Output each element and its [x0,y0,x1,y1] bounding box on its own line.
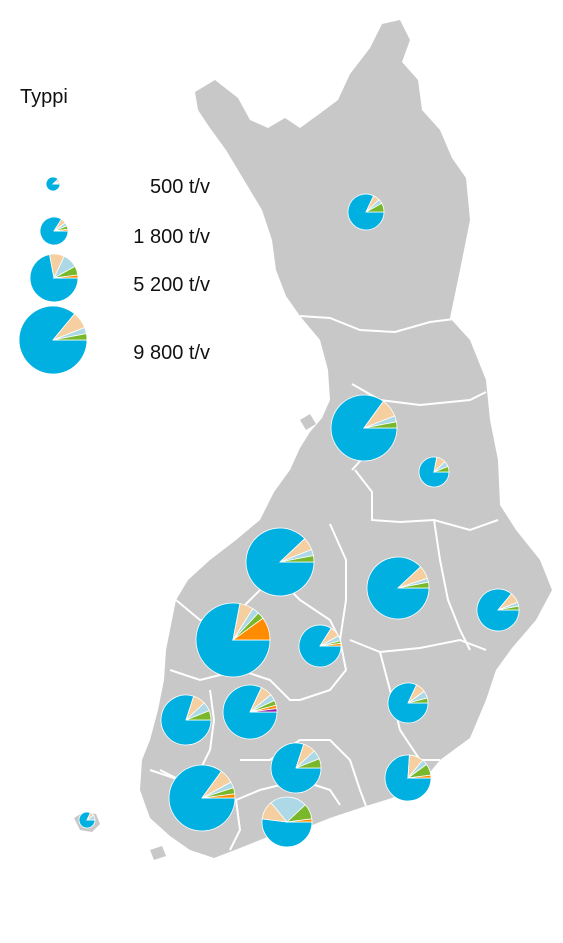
pie-slice-north-ostrobothnia-3 [363,421,398,429]
pie-slice-uusimaa-0 [261,818,313,848]
border-south-east [379,651,440,761]
region-pies [78,193,520,848]
pie-slice-south-ostrobothnia-4 [231,617,271,641]
legend-pie-0 [45,176,61,192]
pie-slice-legend-1-4 [53,228,69,232]
pie-north-ostrobothnia[interactable] [330,394,398,462]
pie-slice-kainuu-3 [433,465,450,473]
pie-kymenlaakso[interactable] [384,754,432,802]
pie-slice-lapland-3 [365,202,385,213]
legend-label-5200: 5 200 t/v [133,274,210,296]
border-kanta-hame [240,739,367,807]
pie-central-finland[interactable] [298,624,342,668]
pie-slice-north-savo-3 [397,581,430,589]
coast-island-2 [150,846,166,860]
legend-symbols [18,176,88,375]
pie-pirkanmaa[interactable] [222,684,278,740]
pie-slice-satakunta-0 [160,694,212,746]
pie-slice-north-karelia-0 [476,588,520,632]
legend-label-500: 500 t/v [149,176,210,198]
border-lapland [299,315,463,334]
pie-slice-uusimaa-2 [270,796,306,823]
pie-central-ostrobothnia[interactable] [245,527,315,597]
pie-slice-uusimaa-4 [286,818,313,823]
pie-slice-legend-0-3 [52,182,61,185]
legend-title: Typpi [20,86,68,108]
pie-slice-satakunta-3 [185,710,212,721]
border-pirkanmaa [169,668,300,701]
pie-slice-pirkanmaa-5 [249,708,278,713]
pie-slice-southwest-finland-4 [201,793,236,799]
border-kainuu [351,383,487,407]
pie-slice-kanta-hame-0 [270,742,322,794]
legend-pie-1 [39,216,69,246]
pie-north-karelia[interactable] [476,588,520,632]
pie-south-ostrobothnia[interactable] [195,602,271,678]
legend-label-1800: 1 800 t/v [133,226,210,248]
legend-label-9800: 9 800 t/v [133,342,210,364]
pie-slice-aland-2 [85,814,96,821]
pie-slice-central-finland-4 [319,642,342,647]
pie-slice-north-karelia-3 [497,605,520,611]
pie-slice-kanta-hame-3 [295,758,322,769]
pie-satakunta[interactable] [160,694,212,746]
border-north-savo-east [433,519,471,651]
pie-aland[interactable] [78,811,96,829]
finland-land [74,20,552,860]
legend-pie-3 [18,305,88,375]
coast-island-1 [300,414,316,430]
pie-slice-south-savo-3 [407,697,429,704]
pie-kainuu[interactable] [418,456,450,488]
border-south-savo [349,638,487,654]
pie-south-savo[interactable] [387,682,429,724]
pie-lapland[interactable] [347,193,385,231]
border-central-east [329,523,347,641]
pie-slice-kainuu-0 [418,456,450,488]
pie-uusimaa[interactable] [261,796,313,848]
pie-slice-central-ostrobothnia-3 [279,555,315,563]
pie-slice-kymenlaakso-4 [407,774,432,779]
border-north-ostrobothnia [354,469,499,532]
pie-north-savo[interactable] [366,556,430,620]
pie-slice-legend-2-4 [53,274,79,279]
pie-southwest-finland[interactable] [168,764,236,832]
pie-kanta-hame[interactable] [270,742,322,794]
pie-slice-legend-3-3 [52,333,88,341]
legend-pie-2 [29,253,79,303]
